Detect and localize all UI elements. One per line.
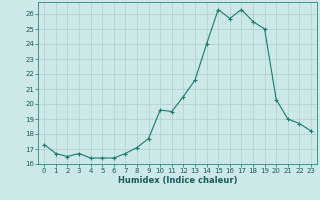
X-axis label: Humidex (Indice chaleur): Humidex (Indice chaleur) — [118, 176, 237, 185]
